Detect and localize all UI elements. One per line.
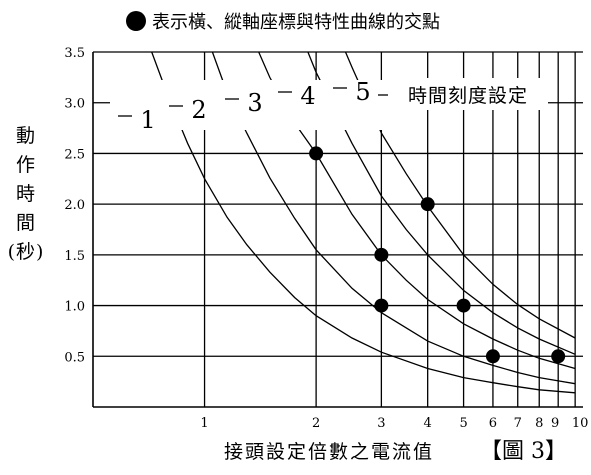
curve-1 — [151, 51, 576, 394]
time-setting-label: 時間刻度設定 — [388, 78, 548, 110]
curve-label: 4 — [300, 82, 315, 110]
legend: 表示橫、縱軸座標與特性曲線的交點 — [126, 8, 440, 34]
x-tick-label: 1 — [200, 416, 208, 431]
x-tick-labels: 1 2 3 4 5 6 7 8 9 10 — [200, 416, 588, 431]
curve-label: 3 — [247, 89, 262, 117]
intersection-point — [551, 349, 566, 364]
intersection-point — [374, 298, 389, 313]
y-tick-label: 2.5 — [64, 147, 85, 162]
figure-label: 【圖 3】 — [480, 439, 567, 464]
x-tick-label: 3 — [377, 416, 385, 431]
y-tick-label: 3.0 — [64, 97, 85, 112]
x-tick-label: 9 — [551, 416, 559, 431]
curve-2 — [211, 51, 576, 385]
y-tick-labels: 0.5 1.0 1.5 2.0 2.5 3.0 3.5 — [64, 46, 85, 365]
x-tick-label: 10 — [572, 416, 589, 431]
x-tick-label: 5 — [459, 416, 467, 431]
plot-frame — [92, 52, 583, 408]
x-tick-label: 4 — [424, 416, 432, 431]
y-axis-label-line: (秒) — [7, 241, 45, 263]
intersection-point — [485, 349, 500, 364]
x-tick-label: 2 — [312, 416, 320, 431]
y-axis-label-line: 間 — [15, 212, 36, 234]
curve-labels: 1 2 3 4 5 — [110, 78, 390, 134]
curve-label: 5 — [355, 78, 370, 106]
y-tick-label: 1.5 — [64, 249, 85, 264]
x-tick-label: 7 — [514, 416, 522, 431]
y-tick-label: 3.5 — [64, 46, 85, 61]
black-dot-icon — [126, 11, 146, 31]
intersection-point — [456, 298, 471, 313]
x-tick-label: 8 — [535, 416, 543, 431]
curve-label: 2 — [191, 96, 206, 124]
legend-text: 表示橫、縱軸座標與特性曲線的交點 — [152, 12, 440, 33]
y-axis-label-line: 動 — [15, 125, 36, 147]
y-tick-label: 2.0 — [64, 198, 85, 213]
y-tick-label: 1.0 — [64, 300, 85, 315]
intersection-point — [309, 146, 324, 161]
x-tick-label: 6 — [489, 416, 497, 431]
x-axis-label: 接頭設定倍數之電流值 — [224, 441, 435, 463]
intersection-points — [309, 146, 566, 364]
y-axis-label-line: 時 — [15, 183, 36, 205]
y-tick-label: 0.5 — [64, 350, 85, 365]
curve-label: 1 — [140, 106, 155, 134]
y-axis-label-line: 作 — [15, 154, 36, 176]
y-axis-label: 動 作 時 間 (秒) — [4, 122, 48, 267]
intersection-point — [420, 197, 435, 212]
intersection-point — [374, 247, 389, 262]
